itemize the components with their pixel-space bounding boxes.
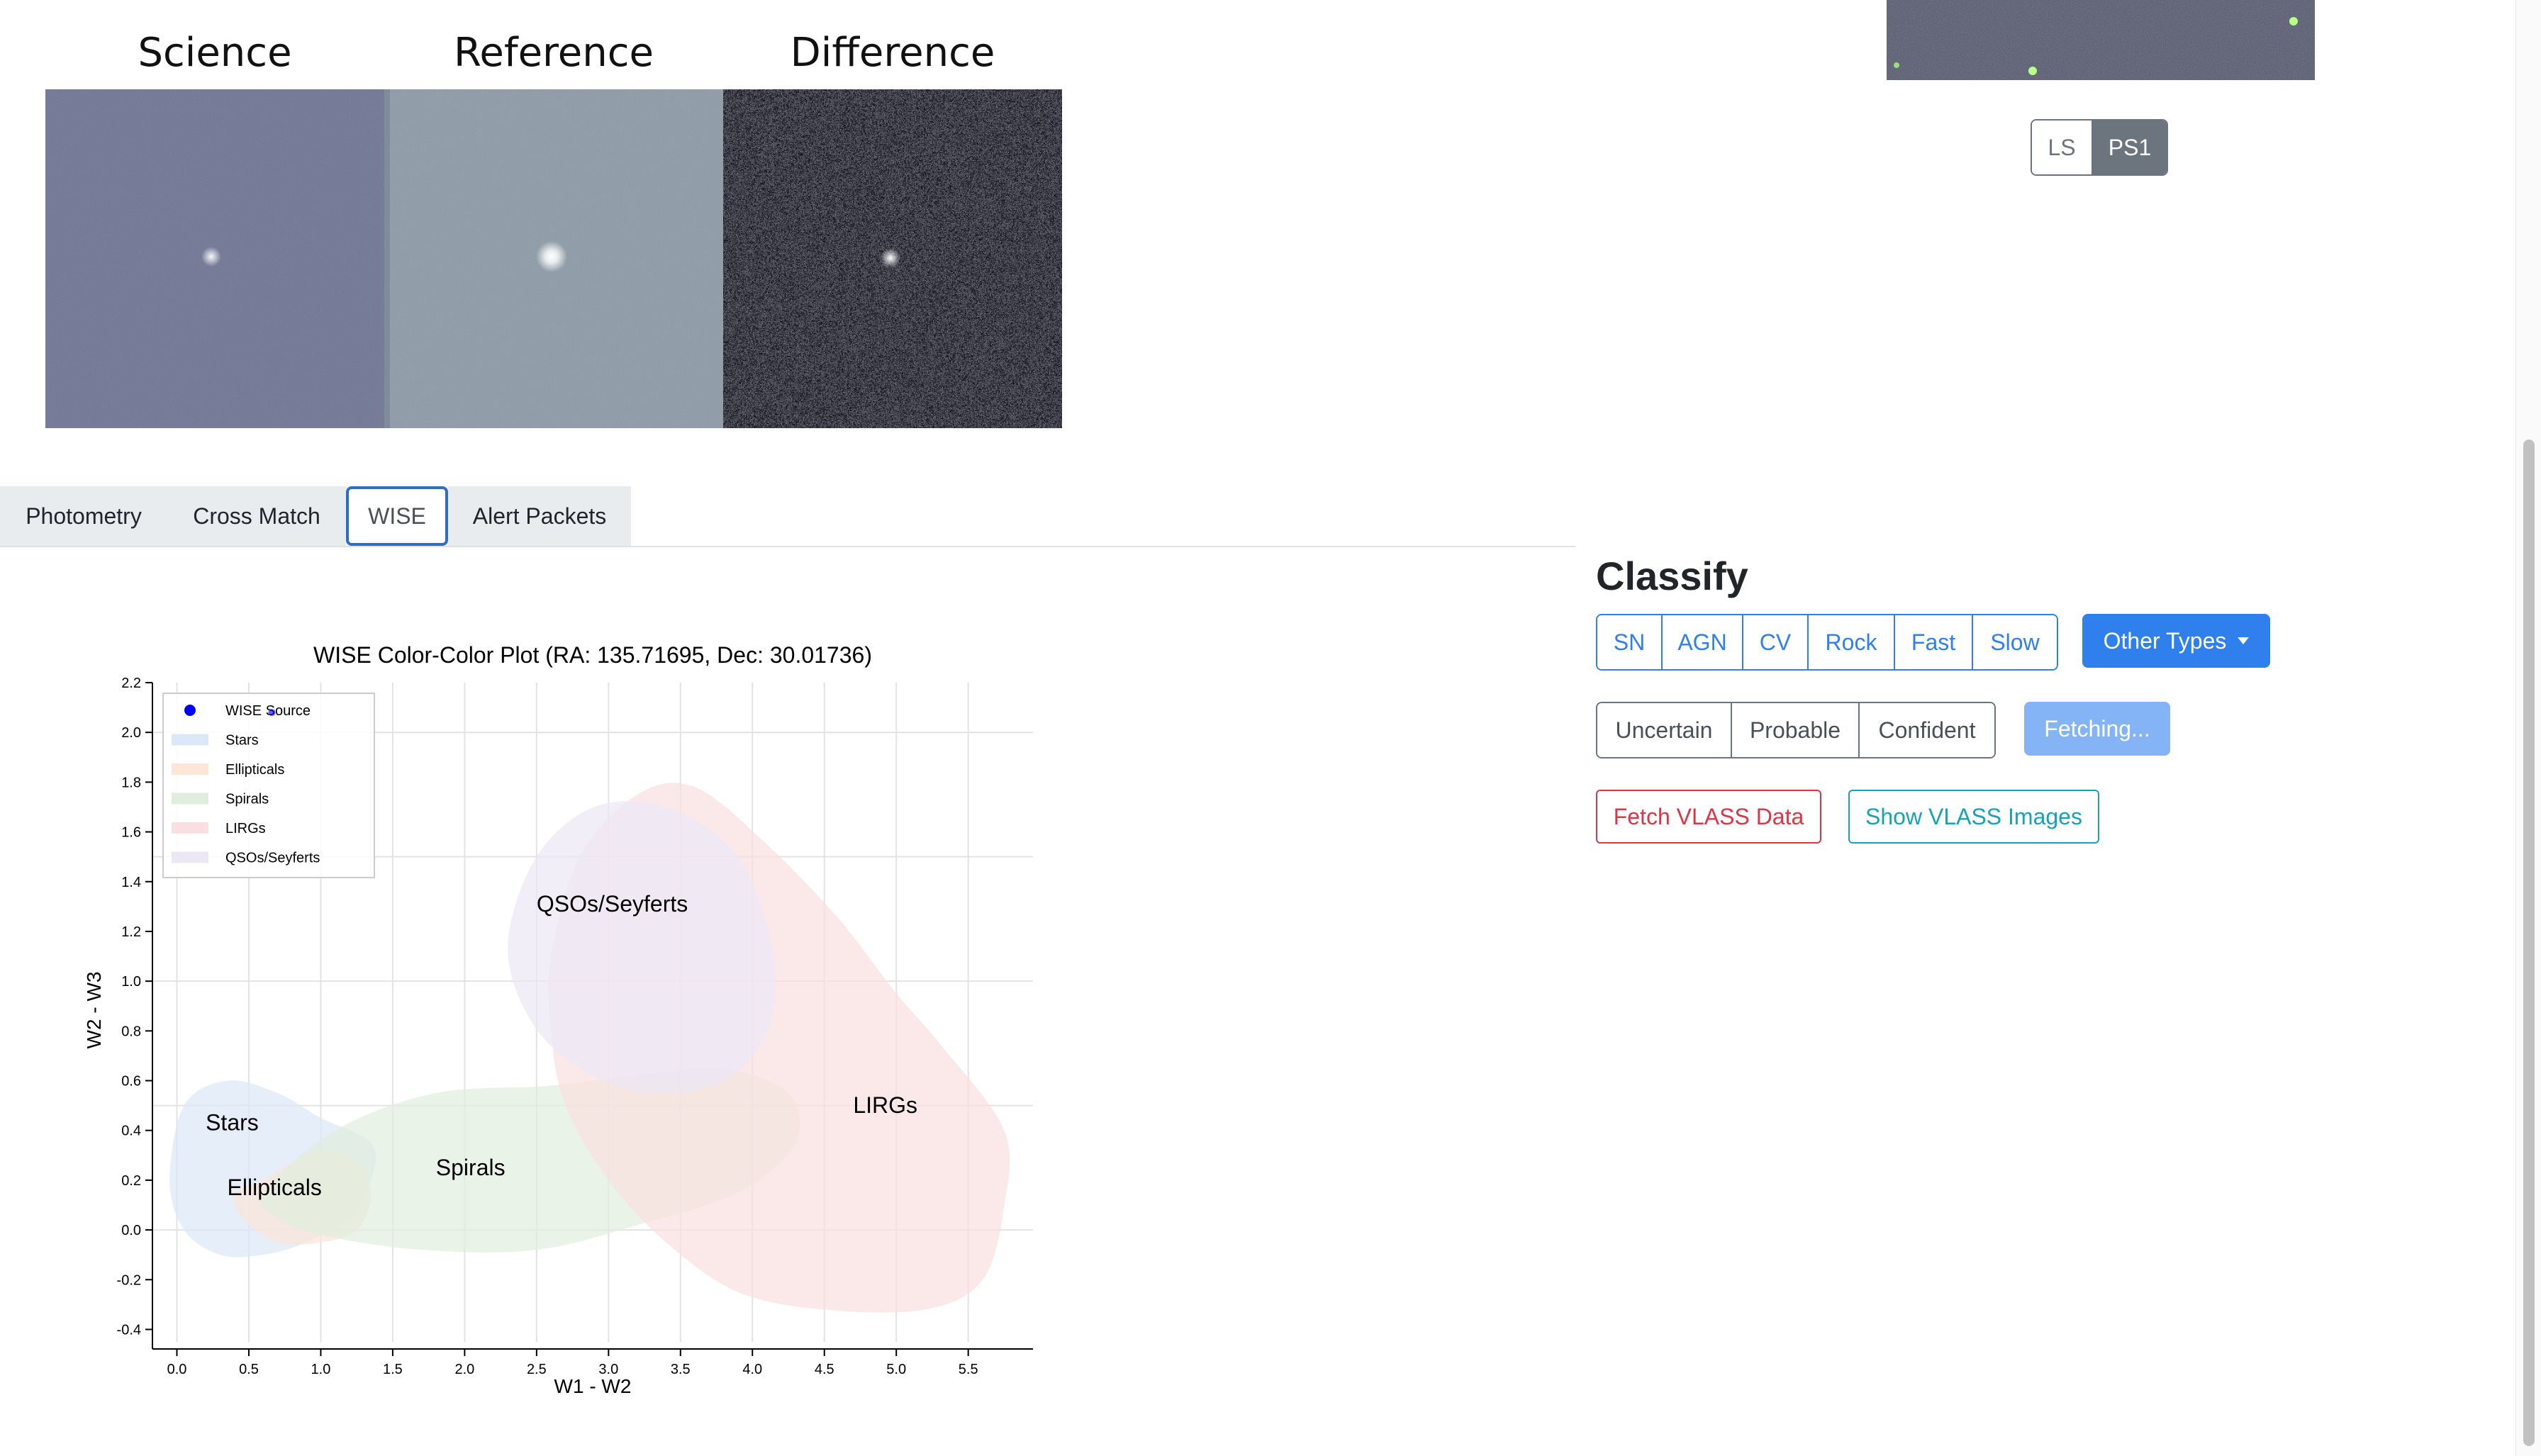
- agn-button[interactable]: AGN: [1663, 615, 1743, 669]
- show-vlass-images-button[interactable]: Show VLASS Images: [1848, 790, 2099, 844]
- x-tick-label: 2.0: [454, 1362, 474, 1377]
- legend-swatch-ellipticals: [172, 763, 208, 775]
- difference-image: [723, 89, 1062, 428]
- legend-label: Stars: [225, 733, 259, 749]
- survey-toggle: LS PS1: [2031, 119, 2168, 176]
- legend-label: LIRGs: [225, 821, 266, 836]
- tab-alert-packets[interactable]: Alert Packets: [448, 486, 631, 546]
- region-label-qsos-seyferts: QSOs/Seyferts: [537, 891, 688, 917]
- sn-button[interactable]: SN: [1597, 615, 1663, 669]
- type-button-group: SN AGN CV Rock Fast Slow: [1596, 614, 2058, 671]
- confident-button[interactable]: Confident: [1860, 703, 1994, 757]
- chart-axes: 0.0 0.5 1.0 1.5 2.0 2.5 3.0 3.5 4.0 4.5 5.0 5.5 2.2 2…: [117, 676, 1033, 1377]
- x-tick-label: 5.0: [886, 1362, 906, 1377]
- ps1-color-image: [1887, 0, 2315, 80]
- slow-button[interactable]: Slow: [1973, 615, 2057, 669]
- difference-title: Difference: [790, 30, 995, 76]
- ls-toggle-button[interactable]: LS: [2032, 121, 2093, 174]
- x-tick-label: 3.0: [598, 1362, 618, 1377]
- ps1-toggle-button[interactable]: PS1: [2093, 121, 2167, 174]
- fetching-button[interactable]: Fetching...: [2024, 702, 2170, 756]
- detail-tabs: Photometry Cross Match WISE Alert Packet…: [0, 486, 1575, 547]
- legend-swatch-lirgs: [172, 822, 208, 834]
- tab-wise[interactable]: WISE: [346, 486, 448, 546]
- x-tick-label: 3.5: [671, 1362, 691, 1377]
- y-tick-label: 1.8: [121, 775, 141, 790]
- fast-button[interactable]: Fast: [1895, 615, 1973, 669]
- region-label-stars: Stars: [206, 1110, 259, 1136]
- legend-label: QSOs/Seyferts: [225, 851, 320, 866]
- chart-region-labels: Stars Ellipticals Spirals LIRGs QSOs/Seyfert…: [206, 891, 917, 1200]
- legend-marker-wise-source: [184, 705, 196, 716]
- x-tick-label: 1.5: [383, 1362, 403, 1377]
- caret-down-icon: [2238, 637, 2250, 644]
- rock-button[interactable]: Rock: [1809, 615, 1895, 669]
- y-tick-label: 2.2: [121, 676, 141, 691]
- y-tick-label: 1.6: [121, 825, 141, 841]
- y-axis-label: W2 - W3: [83, 972, 105, 1049]
- legend-label: WISE Source: [225, 703, 311, 719]
- other-types-dropdown[interactable]: Other Types: [2082, 614, 2270, 668]
- science-image: [45, 89, 384, 428]
- y-tick-label: 1.0: [121, 974, 141, 990]
- y-tick-label: 1.4: [121, 875, 141, 890]
- legend-box: [162, 693, 375, 878]
- other-types-label: Other Types: [2103, 627, 2227, 654]
- y-tick-label: -0.2: [117, 1272, 141, 1288]
- tab-photometry[interactable]: Photometry: [0, 486, 167, 546]
- chart-legend: WISE Source Stars Ellipticals Spirals LIRGs Q…: [162, 693, 375, 878]
- tab-cross-match[interactable]: Cross Match: [167, 486, 346, 546]
- y-tick-label: 0.8: [121, 1024, 141, 1039]
- y-tick-label: 0.2: [121, 1173, 141, 1189]
- region-label-ellipticals: Ellipticals: [228, 1175, 322, 1200]
- reference-image: [384, 89, 723, 428]
- y-tick-label: 0.6: [121, 1074, 141, 1090]
- y-tick-label: 2.0: [121, 725, 141, 741]
- uncertain-button[interactable]: Uncertain: [1597, 703, 1732, 757]
- x-tick-label: 0.5: [239, 1362, 259, 1377]
- classify-title: Classify: [1596, 554, 1748, 598]
- reference-title: Reference: [454, 30, 654, 76]
- region-label-spirals: Spirals: [436, 1155, 506, 1180]
- y-tick-label: -0.4: [117, 1322, 141, 1338]
- region-label-lirgs: LIRGs: [853, 1092, 917, 1118]
- legend-swatch-stars: [172, 734, 208, 746]
- probable-button[interactable]: Probable: [1732, 703, 1860, 757]
- legend-label: Ellipticals: [225, 762, 284, 778]
- page-scrollbar[interactable]: [2515, 0, 2541, 1456]
- scrollbar-thumb[interactable]: [2523, 439, 2535, 1446]
- wise-source-point: [268, 709, 276, 717]
- legend-swatch-qsos-seyferts: [172, 851, 208, 863]
- chart-title: WISE Color-Color Plot (RA: 135.71695, De…: [313, 642, 872, 668]
- wise-color-color-chart: WISE Color-Color Plot (RA: 135.71695, De…: [0, 624, 1078, 1414]
- x-tick-label: 4.0: [742, 1362, 762, 1377]
- confidence-button-group: Uncertain Probable Confident: [1596, 702, 1996, 758]
- legend-label: Spirals: [225, 792, 269, 807]
- x-tick-label: 5.5: [959, 1362, 978, 1377]
- x-tick-label: 0.0: [167, 1362, 187, 1377]
- y-tick-label: 1.2: [121, 924, 141, 940]
- x-tick-label: 4.5: [815, 1362, 834, 1377]
- chart-regions: [169, 783, 1010, 1313]
- x-axis-label: W1 - W2: [554, 1375, 632, 1397]
- y-tick-label: 0.0: [121, 1223, 141, 1238]
- x-tick-label: 2.5: [527, 1362, 547, 1377]
- region-qsos-seyferts: [508, 800, 776, 1094]
- cv-button[interactable]: CV: [1743, 615, 1809, 669]
- science-title: Science: [138, 30, 292, 76]
- fetch-vlass-button[interactable]: Fetch VLASS Data: [1596, 790, 1821, 844]
- y-tick-label: 0.4: [121, 1124, 141, 1139]
- x-tick-label: 1.0: [311, 1362, 331, 1377]
- legend-swatch-spirals: [172, 793, 208, 805]
